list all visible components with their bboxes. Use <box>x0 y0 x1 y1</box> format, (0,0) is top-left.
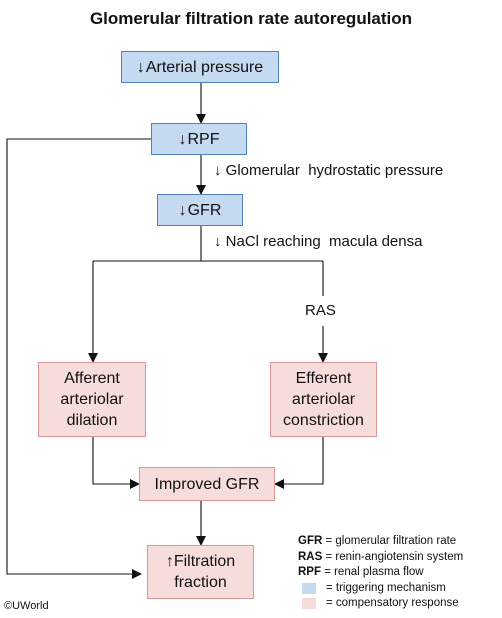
node-label: GFR <box>187 201 222 219</box>
node-gfr: ↓ GFR <box>157 194 243 226</box>
legend-definition: = glomerular filtration rate <box>322 535 457 547</box>
node-label: Improved GFR <box>154 475 260 493</box>
node-label-line: constriction <box>283 412 364 429</box>
node-label: Arterial pressure <box>145 58 264 76</box>
legend-term: RPF <box>298 566 321 578</box>
node-label-line: arteriolar <box>60 391 124 408</box>
down-arrow-icon: ↓ <box>214 162 222 179</box>
annotation-hydrostatic: ↓ Glomerular hydrostatic pressure <box>214 162 443 179</box>
legend-term: RAS <box>298 550 323 563</box>
legend-swatch-triggering: = triggering mechanism <box>298 581 463 597</box>
annotation-ras: RAS <box>305 302 336 319</box>
copyright-notice: ©UWorld <box>4 600 49 612</box>
down-arrow-icon: ↓ <box>178 201 187 219</box>
legend-swatch-label: = compensatory response <box>326 597 459 609</box>
legend-definition: = renal plasma flow <box>321 566 424 578</box>
node-filtration-fraction: ↑Filtration fraction <box>147 545 254 599</box>
down-arrow-icon: ↓ <box>136 58 145 76</box>
down-arrow-icon: ↓ <box>214 233 222 250</box>
annotation-text: NaCl reaching macula densa <box>225 233 423 250</box>
annotation-nacl: ↓ NaCl reaching macula densa <box>214 233 422 250</box>
arrow-afferent-to-improved <box>92 437 140 489</box>
diagram-title: Glomerular filtration rate autoregulatio… <box>89 9 413 28</box>
legend-swatch-compensatory: = compensatory response <box>298 596 463 612</box>
legend-definition: = renin-angiotensin system <box>322 550 464 563</box>
node-afferent-dilation: Afferent arteriolar dilation <box>38 362 146 437</box>
node-label: RPF <box>187 130 220 148</box>
legend: GFR = glomerular filtration rate RAS = r… <box>298 534 463 612</box>
node-label-line: ↑Filtration <box>165 553 236 570</box>
node-label-line: Efferent <box>295 370 352 387</box>
node-improved-gfr: Improved GFR <box>139 467 275 501</box>
arrow-rpf-to-ff-bypass <box>6 138 151 579</box>
legend-item-rpf: RPF = renal plasma flow <box>298 565 463 581</box>
triggering-swatch <box>302 582 316 594</box>
compensatory-swatch <box>302 598 316 610</box>
node-arterial-pressure: ↓ Arterial pressure <box>121 51 279 83</box>
node-label-line: fraction <box>174 574 227 591</box>
node-label-line: Afferent <box>64 370 120 387</box>
legend-term: GFR <box>298 535 323 547</box>
node-label-line: arteriolar <box>291 391 356 408</box>
node-label-line: dilation <box>66 412 118 429</box>
legend-swatch-label: = triggering mechanism <box>326 581 446 594</box>
node-rpf: ↓ RPF <box>151 123 247 155</box>
down-arrow-icon: ↓ <box>178 130 187 148</box>
legend-item-gfr: GFR = glomerular filtration rate <box>298 534 463 550</box>
annotation-text: Glomerular hydrostatic pressure <box>225 162 444 179</box>
up-arrow-icon: ↑ <box>165 553 174 570</box>
node-efferent-constriction: Efferent arteriolar constriction <box>270 362 377 437</box>
arrow-efferent-to-improved <box>274 437 324 489</box>
legend-item-ras: RAS = renin-angiotensin system <box>298 550 463 566</box>
